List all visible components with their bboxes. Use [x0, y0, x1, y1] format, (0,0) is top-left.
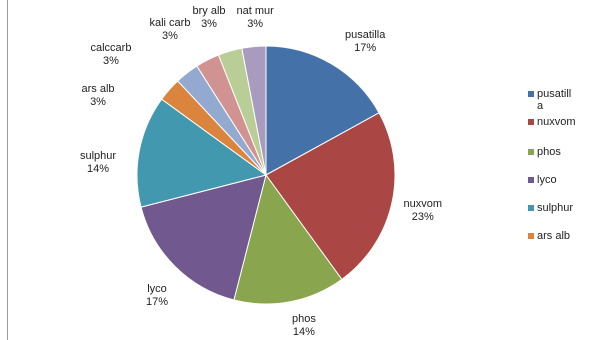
pie-slice-pusatilla — [265, 45, 380, 176]
legend-swatch-ars-alb — [528, 233, 534, 239]
slice-label-percent: 14% — [292, 326, 315, 338]
frame-edge — [7, 0, 8, 340]
pie-slice-lyco — [140, 174, 267, 301]
slice-label-name: nat mur — [236, 5, 274, 17]
slice-label-percent: 14% — [87, 163, 110, 175]
slice-label-percent: 3% — [90, 96, 106, 108]
legend-label-lyco: lyco — [537, 174, 557, 186]
slice-label-name: pusatilla — [345, 29, 386, 41]
legend-label-ars-alb: ars alb — [537, 230, 571, 242]
slice-label-percent: 3% — [247, 18, 264, 30]
legend-swatch-sulphur — [528, 205, 534, 211]
slice-label-percent: 3% — [201, 18, 217, 30]
legend-label-sulphur: sulphur — [537, 202, 574, 214]
slice-label-percent: 3% — [103, 55, 119, 67]
pie-slice-nuxvom — [265, 112, 396, 281]
pie-slice-nat-mur — [241, 45, 267, 176]
legend-label-nuxvom: nuxvom — [537, 116, 576, 128]
slice-label-name: sulphur — [80, 150, 117, 162]
slice-label-name: bry alb — [192, 5, 226, 17]
slice-label-name: nuxvom — [403, 198, 443, 210]
slice-label-name: ars alb — [81, 83, 115, 95]
pie-slice-sulphur — [136, 98, 268, 208]
slice-label-percent: 17% — [146, 296, 169, 308]
slice-label-kali-carb: kali carb 3% — [150, 17, 191, 43]
slice-label-percent: 17% — [354, 42, 377, 54]
slice-label-name: kali carb — [149, 17, 191, 29]
slice-label-name: phos — [292, 313, 316, 325]
slice-label-calccarb: calccarb 3% — [91, 42, 132, 68]
legend-swatch-phos — [528, 149, 534, 155]
slice-label-lyco: lyco 17% — [146, 283, 168, 309]
slice-label-nuxvom: nuxvom 23% — [404, 198, 443, 224]
slice-label-sulphur: sulphur 14% — [80, 150, 116, 176]
slice-label-name: lyco — [147, 283, 167, 295]
slice-label-pusatilla: pusatilla 17% — [345, 29, 385, 55]
slice-label-name: calccarb — [90, 42, 132, 54]
slice-label-phos: phos 14% — [292, 313, 316, 339]
slice-label-percent: 23% — [411, 211, 434, 223]
legend-swatch-lyco — [528, 177, 534, 183]
legend-swatch-nuxvom — [528, 119, 534, 125]
slice-label-ars-alb: ars alb 3% — [82, 83, 115, 109]
pie-slice-phos — [233, 173, 343, 305]
slice-label-bry-alb: bry alb 3% — [193, 5, 226, 31]
slice-label-percent: 3% — [162, 30, 178, 42]
legend-label-phos: phos — [537, 146, 561, 158]
slice-label-nat-mur: nat mur 3% — [237, 5, 274, 31]
legend-label-pusatilla: pusatilla — [537, 88, 572, 112]
legend-swatch-pusatilla — [528, 91, 534, 97]
